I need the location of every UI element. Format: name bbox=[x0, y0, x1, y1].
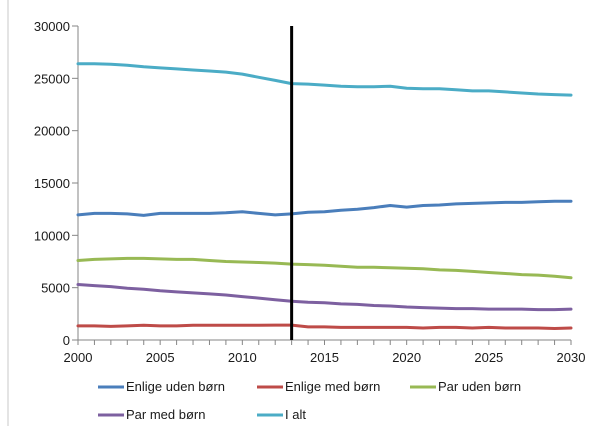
x-tick-label: 2015 bbox=[310, 350, 339, 365]
legend-item: Enlige med børn bbox=[257, 379, 380, 394]
x-tick-label: 2020 bbox=[392, 350, 421, 365]
series-line bbox=[76, 62, 573, 97]
legend-label: Enlige uden børn bbox=[126, 379, 225, 394]
x-axis: 2000 2005 2010 2015 2020 2025 2030 bbox=[64, 339, 586, 365]
legend-item: Par uden børn bbox=[410, 379, 521, 394]
legend-label: Enlige med børn bbox=[285, 379, 380, 394]
series-line bbox=[76, 256, 573, 280]
x-tick-label: 2010 bbox=[228, 350, 257, 365]
series-line bbox=[76, 199, 573, 217]
y-axis: 0 5000 10000 15000 20000 25000 30000 bbox=[34, 19, 79, 348]
x-tick-label: 2005 bbox=[146, 350, 175, 365]
y-tick-label: 15000 bbox=[34, 176, 70, 191]
legend-item: Enlige uden børn bbox=[98, 379, 225, 394]
y-tick-label: 5000 bbox=[41, 281, 70, 296]
y-tick-label: 25000 bbox=[34, 71, 70, 86]
series-lines bbox=[76, 62, 573, 330]
x-tick-label: 2025 bbox=[474, 350, 503, 365]
x-tick-label: 2030 bbox=[557, 350, 586, 365]
series-line bbox=[76, 323, 573, 330]
y-tick-label: 10000 bbox=[34, 228, 70, 243]
legend-label: Par uden børn bbox=[438, 379, 521, 394]
legend-item: Par med børn bbox=[98, 407, 205, 422]
y-tick-label: 20000 bbox=[34, 124, 70, 139]
series-line bbox=[76, 283, 573, 312]
legend-label: I alt bbox=[285, 407, 306, 422]
legend-item: I alt bbox=[257, 407, 306, 422]
y-tick-label: 0 bbox=[63, 333, 70, 348]
x-tick-label: 2000 bbox=[64, 350, 93, 365]
legend: Enlige uden børn Enlige med børn Par uden … bbox=[98, 379, 521, 422]
legend-label: Par med børn bbox=[126, 407, 205, 422]
y-tick-label: 30000 bbox=[34, 19, 70, 34]
